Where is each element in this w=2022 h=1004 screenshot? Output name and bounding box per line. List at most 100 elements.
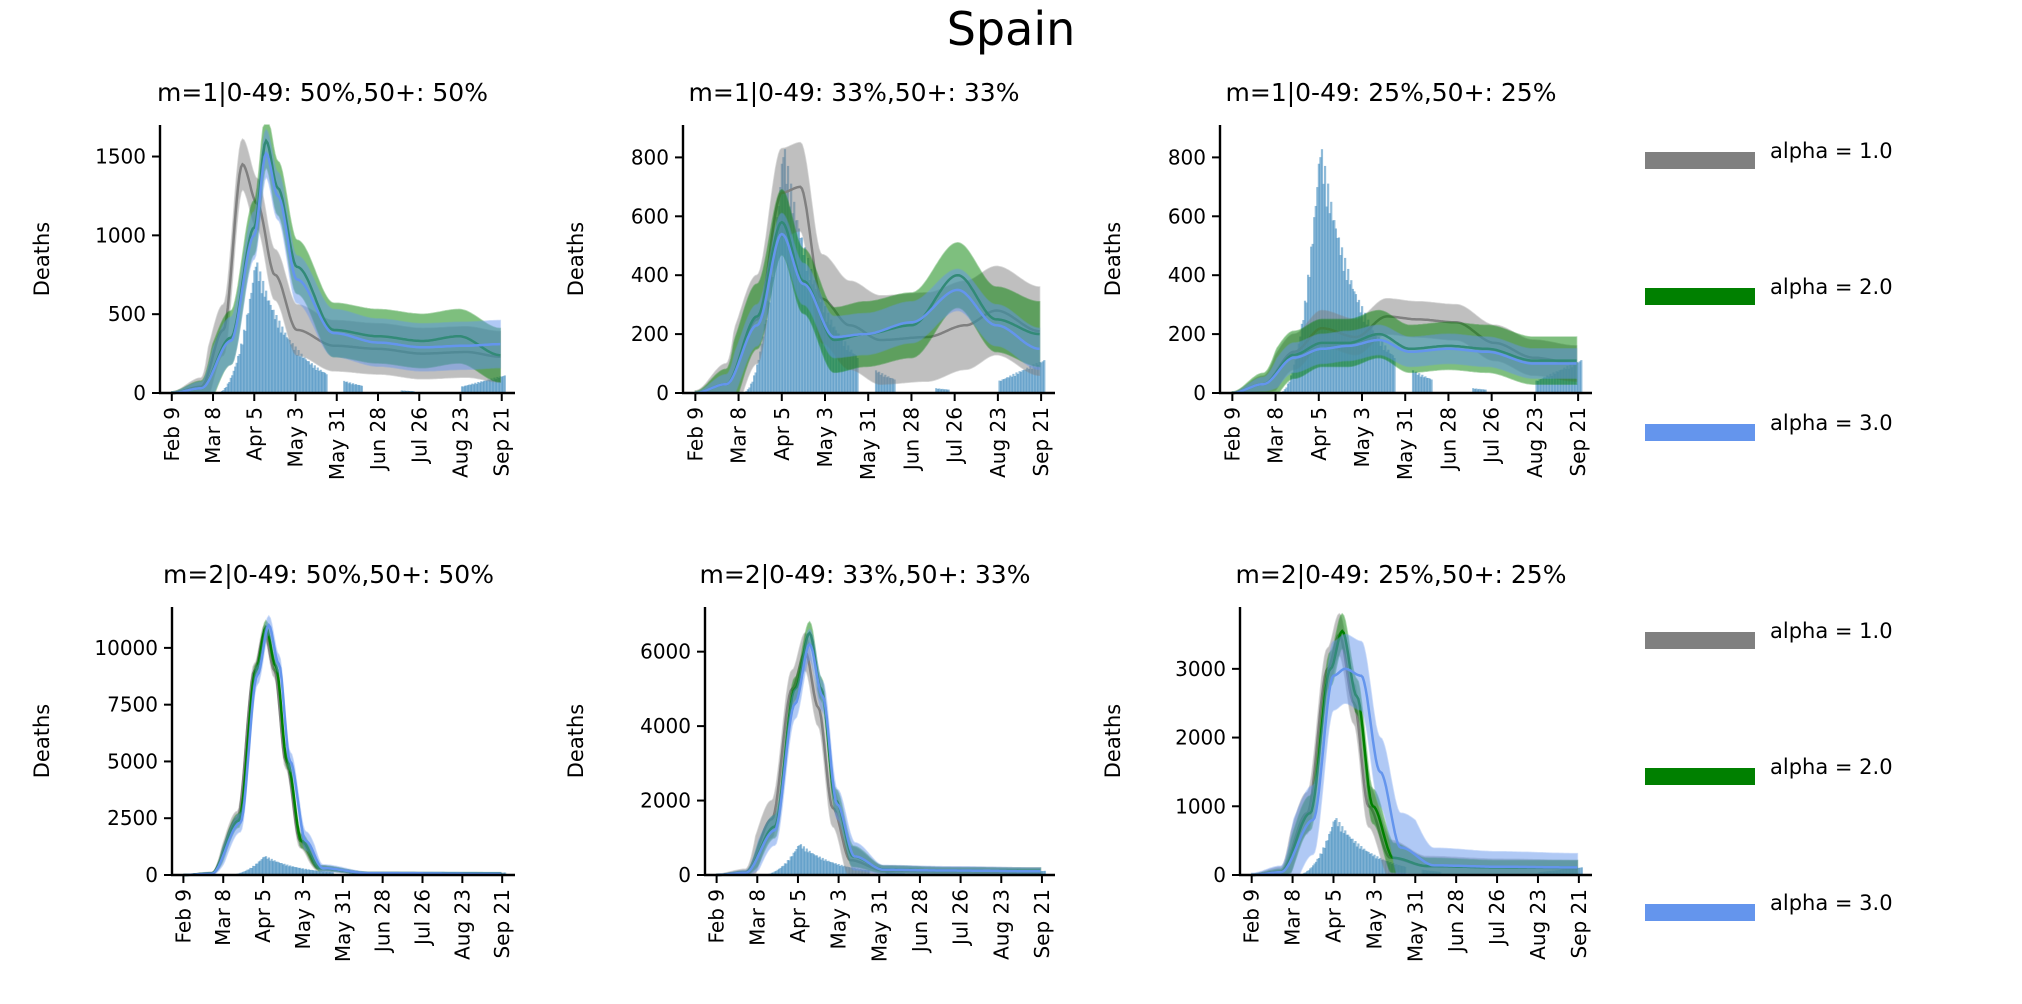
bar	[500, 376, 503, 393]
x-tick-label: Feb 9	[1220, 407, 1244, 462]
series-line-3	[171, 150, 501, 395]
bar	[771, 276, 774, 393]
bar	[1368, 853, 1372, 875]
bar	[247, 313, 250, 393]
x-tick-label: May 31	[856, 407, 880, 480]
bar	[820, 859, 823, 875]
bar	[765, 320, 768, 393]
bar	[1334, 228, 1337, 393]
bar	[294, 346, 297, 393]
bar	[1320, 149, 1324, 393]
bar	[777, 205, 780, 393]
bar	[226, 383, 229, 393]
bar	[774, 243, 777, 393]
subplot-5: 0 2000 4000 6000 Feb 9 Mar 8 Apr 5 May 3 May 31 J…	[564, 560, 1055, 962]
bar	[746, 389, 750, 393]
bar	[1319, 157, 1322, 393]
bar	[260, 859, 263, 875]
bar	[265, 290, 268, 393]
bar	[327, 871, 330, 875]
bar	[821, 857, 824, 875]
bar	[1411, 370, 1415, 393]
bar	[998, 380, 1001, 393]
bar	[287, 866, 290, 875]
bar	[309, 364, 312, 393]
bar	[1360, 846, 1363, 875]
legend-label: alpha = 2.0	[1770, 275, 1893, 299]
bar	[242, 871, 245, 875]
bar	[1422, 377, 1425, 393]
bar	[791, 856, 794, 875]
bar	[313, 365, 316, 393]
bar	[1416, 374, 1419, 393]
y-tick-label: 1000	[1175, 794, 1226, 818]
bar	[250, 868, 253, 875]
bar	[804, 851, 807, 875]
bar	[795, 848, 798, 875]
bar	[1003, 379, 1006, 393]
bar	[502, 872, 505, 875]
bar	[1314, 861, 1318, 875]
x-tick-label: Feb 9	[160, 407, 184, 462]
bar	[778, 868, 781, 875]
x-tick-label: Aug 23	[989, 889, 1013, 960]
bar	[306, 361, 309, 393]
bar	[1040, 871, 1044, 875]
bar	[270, 310, 274, 393]
x-tick-label: Sep 21	[490, 889, 514, 959]
bar	[779, 187, 782, 393]
bar	[757, 359, 760, 393]
bar	[1358, 848, 1361, 875]
bar	[1043, 870, 1047, 875]
y-tick-label: 0	[1193, 381, 1206, 405]
bar	[1320, 853, 1323, 875]
bar	[240, 343, 243, 393]
bar	[788, 860, 791, 875]
x-tick-label: Feb 9	[171, 889, 195, 944]
y-tick-label: 600	[1168, 204, 1206, 228]
bar	[474, 382, 477, 393]
bar	[850, 349, 853, 393]
bar	[504, 872, 507, 875]
bar	[796, 220, 799, 393]
bar	[1374, 333, 1378, 393]
bar	[1472, 388, 1475, 393]
bar	[935, 388, 938, 393]
subplot-1: 0 500 1000 1500 Feb 9 Mar 8 Apr 5 May 3 May 31 Ju…	[30, 78, 515, 480]
bar	[471, 383, 474, 393]
bar	[321, 871, 325, 875]
bar	[312, 367, 315, 393]
bar	[1307, 870, 1310, 875]
legend-swatch	[1645, 632, 1755, 649]
y-tick-label: 1500	[95, 145, 146, 169]
x-tick-label: Feb 9	[705, 889, 729, 944]
bar	[315, 370, 318, 393]
bar	[307, 869, 310, 875]
figure-title: Spain	[946, 2, 1076, 56]
x-tick-label: Mar 8	[1264, 407, 1288, 464]
bar	[833, 863, 836, 875]
bar	[941, 388, 944, 393]
bar	[276, 861, 279, 875]
bar	[241, 344, 244, 393]
bar	[313, 870, 316, 875]
bar	[887, 376, 890, 393]
bar	[1418, 373, 1421, 393]
bar	[814, 288, 817, 393]
bar	[299, 867, 302, 875]
bar	[763, 323, 767, 393]
bar	[827, 860, 830, 875]
bar	[1580, 360, 1583, 393]
x-tick-label: May 31	[331, 889, 355, 962]
bar	[1481, 389, 1484, 393]
bar	[1350, 838, 1353, 875]
bar	[254, 266, 257, 393]
bar	[318, 370, 321, 393]
bar	[1290, 375, 1293, 393]
bar	[1425, 377, 1429, 393]
bar	[1009, 375, 1012, 393]
bar	[1035, 362, 1038, 393]
bar	[323, 871, 326, 875]
legend-swatch	[1645, 152, 1755, 169]
bar	[1010, 376, 1013, 393]
